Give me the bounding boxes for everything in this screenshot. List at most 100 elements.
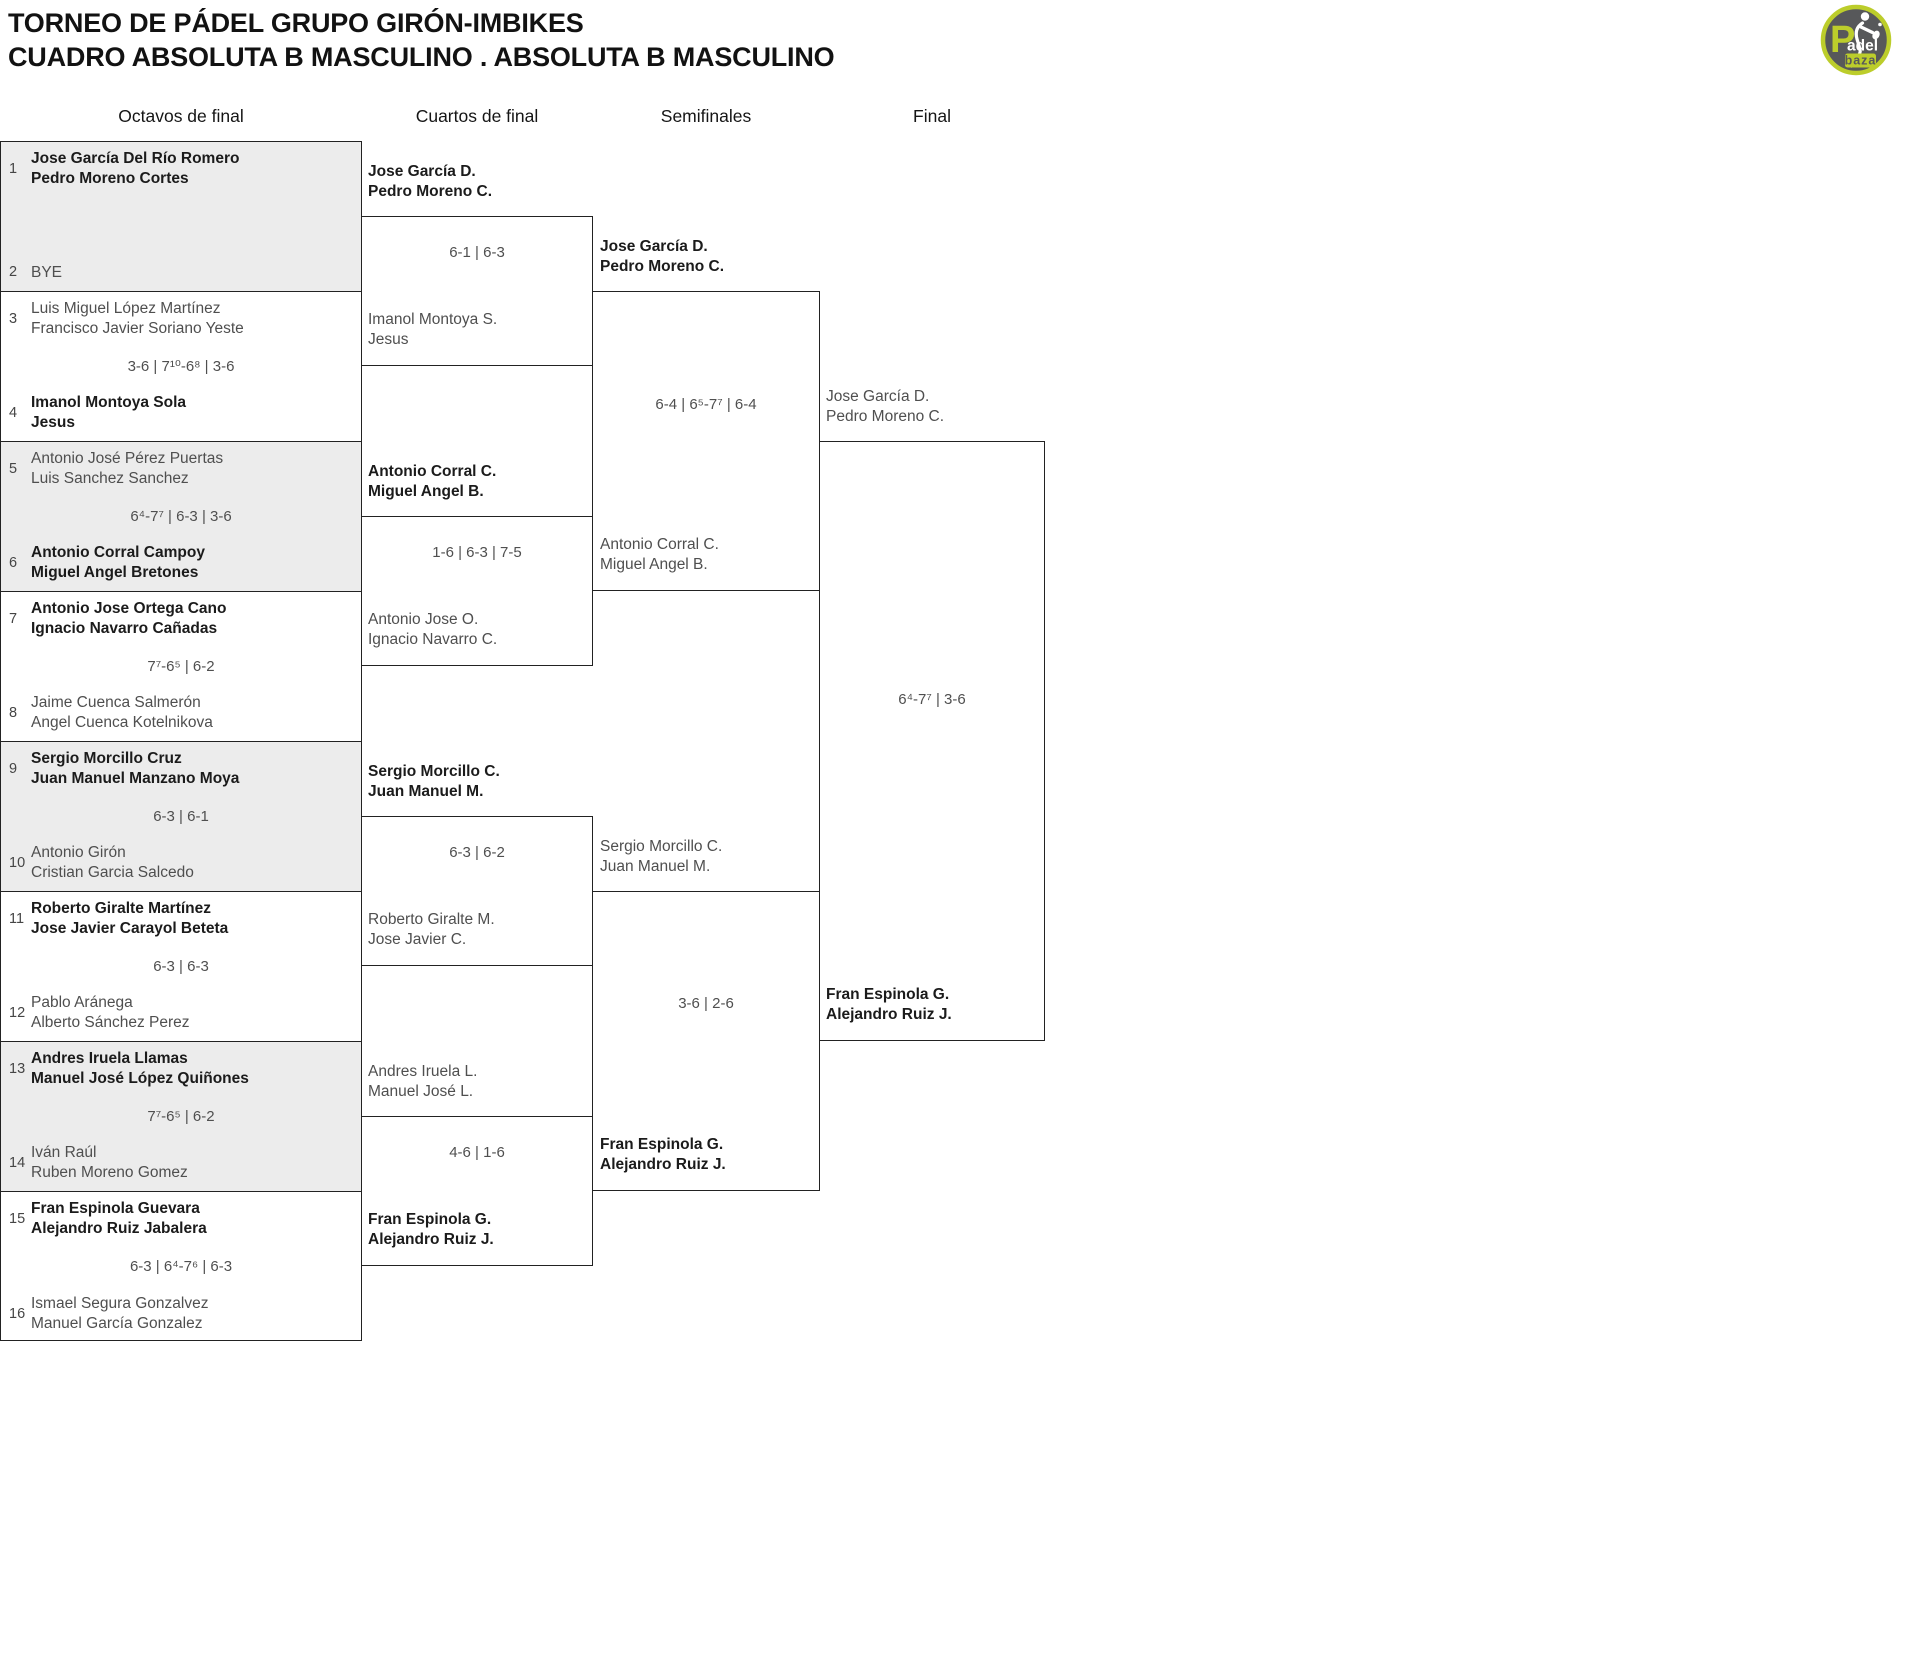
player-name: Juan Manuel Manzano Moya bbox=[31, 769, 240, 787]
seed-number: 7 bbox=[9, 610, 18, 627]
team-entry: 9 Sergio Morcillo Cruz Juan Manuel Manzano… bbox=[1, 749, 355, 788]
player-name: Jaime Cuenca Salmerón bbox=[31, 694, 201, 711]
seed-number: 12 bbox=[9, 1004, 26, 1021]
player-name: Manuel García Gonzalez bbox=[31, 1314, 203, 1332]
player-name: BYE bbox=[31, 263, 63, 281]
team-name: Pablo Aránega Alberto Sánchez Perez bbox=[31, 993, 355, 1032]
player-name: Miguel Angel B. bbox=[600, 555, 708, 573]
player-name: Jose García D. bbox=[368, 163, 476, 180]
final-team-a: Jose García D. Pedro Moreno C. bbox=[826, 387, 1038, 426]
round-header-semifinales: Semifinales bbox=[660, 106, 752, 126]
team-name: Andres Iruela Llamas Manuel José López Qu… bbox=[31, 1049, 355, 1088]
match-score: 7⁷-6⁵ | 6-2 bbox=[147, 1108, 215, 1125]
player-name: Francisco Javier Soriano Yeste bbox=[31, 319, 244, 337]
qf4-score: 4-6 | 1-6 bbox=[449, 1144, 505, 1161]
player-name: Andres Iruela Llamas bbox=[31, 1050, 188, 1067]
team-entry: 2 BYE bbox=[1, 263, 355, 283]
seed-number: 16 bbox=[9, 1305, 26, 1322]
player-name: Iván Raúl bbox=[31, 1144, 97, 1161]
player-name: Antonio Girón bbox=[31, 844, 126, 861]
team-name: Antonio Corral Campoy Miguel Angel Breton… bbox=[31, 543, 355, 582]
match-score: 6-3 | 6-3 bbox=[153, 958, 209, 975]
match-score: 3-6 | 7¹⁰-6⁸ | 3-6 bbox=[127, 358, 235, 375]
player-name: Andres Iruela L. bbox=[368, 1063, 478, 1080]
player-name: Antonio José Pérez Puertas bbox=[31, 450, 224, 467]
r16-match-4: 7 Antonio Jose Ortega Cano Ignacio Navarro… bbox=[1, 592, 361, 742]
player-name: Manuel José López Quiñones bbox=[31, 1069, 249, 1087]
match-score: 7⁷-6⁵ | 6-2 bbox=[147, 658, 215, 675]
r16-match-7: 13 Andres Iruela Llamas Manuel José López … bbox=[1, 1042, 361, 1192]
qf4-team-a: Andres Iruela L. Manuel José L. bbox=[368, 1062, 586, 1101]
player-name: Imanol Montoya S. bbox=[368, 311, 498, 328]
player-name: Cristian Garcia Salcedo bbox=[31, 863, 194, 881]
player-name: Pablo Aránega bbox=[31, 994, 133, 1011]
player-name: Antonio Corral C. bbox=[600, 536, 719, 553]
player-name: Miguel Angel B. bbox=[368, 482, 484, 500]
team-name: Jose García Del Río Romero Pedro Moreno C… bbox=[31, 149, 355, 188]
team-name: Antonio Girón Cristian Garcia Salcedo bbox=[31, 843, 355, 882]
round-header-cuartos: Cuartos de final bbox=[415, 106, 539, 126]
final-bracket-box bbox=[819, 441, 1045, 1041]
player-name: Sergio Morcillo C. bbox=[600, 838, 723, 855]
qf-bracket-box-4 bbox=[361, 1116, 593, 1266]
seed-number: 15 bbox=[9, 1210, 26, 1227]
r16-match-3: 5 Antonio José Pérez Puertas Luis Sanchez … bbox=[1, 442, 361, 592]
player-name: Pedro Moreno C. bbox=[600, 257, 725, 275]
player-name: Sergio Morcillo C. bbox=[368, 763, 500, 780]
player-name: Alejandro Ruiz J. bbox=[826, 1005, 952, 1023]
player-name: Pedro Moreno Cortes bbox=[31, 169, 189, 187]
seed-number: 10 bbox=[9, 854, 26, 871]
sf1-score: 6-4 | 6⁵-7⁷ | 6-4 bbox=[655, 396, 757, 413]
seed-number: 14 bbox=[9, 1154, 26, 1171]
player-name: Roberto Giralte M. bbox=[368, 911, 495, 928]
padel-baza-logo: P adel baza bbox=[1820, 4, 1892, 76]
player-name: Fran Espinola Guevara bbox=[31, 1200, 200, 1217]
team-entry: 5 Antonio José Pérez Puertas Luis Sanchez … bbox=[1, 449, 355, 488]
player-name: Antonio Jose Ortega Cano bbox=[31, 600, 227, 617]
player-name: Juan Manuel M. bbox=[368, 782, 484, 800]
player-name: Alejandro Ruiz J. bbox=[600, 1155, 726, 1173]
sf2-score: 3-6 | 2-6 bbox=[678, 995, 734, 1012]
player-name: Ismael Segura Gonzalvez bbox=[31, 1295, 209, 1312]
logo-baza-box bbox=[1845, 53, 1876, 68]
player-name: Jose García D. bbox=[826, 388, 930, 405]
player-name: Pedro Moreno C. bbox=[368, 182, 493, 200]
r16-match-6: 11 Roberto Giralte Martínez Jose Javier Ca… bbox=[1, 892, 361, 1042]
sf1-team-b: Antonio Corral C. Miguel Angel B. bbox=[600, 535, 814, 574]
seed-number: 9 bbox=[9, 760, 18, 777]
r16-match-1: 1 Jose García Del Río Romero Pedro Moreno … bbox=[1, 142, 361, 292]
qf3-score: 6-3 | 6-2 bbox=[449, 844, 505, 861]
team-entry: 15 Fran Espinola Guevara Alejandro Ruiz Ja… bbox=[1, 1199, 355, 1238]
team-name: Jaime Cuenca Salmerón Angel Cuenca Koteln… bbox=[31, 693, 355, 732]
team-entry: 12 Pablo Aránega Alberto Sánchez Perez bbox=[1, 993, 355, 1032]
team-entry: 10 Antonio Girón Cristian Garcia Salcedo bbox=[1, 843, 355, 882]
seed-number: 6 bbox=[9, 554, 18, 571]
player-name: Jose García Del Río Romero bbox=[31, 150, 240, 167]
player-name: Pedro Moreno C. bbox=[826, 407, 945, 425]
player-name: Antonio Corral Campoy bbox=[31, 544, 205, 561]
player-name: Sergio Morcillo Cruz bbox=[31, 750, 182, 767]
team-name: Iván Raúl Ruben Moreno Gomez bbox=[31, 1143, 355, 1182]
round-header-octavos: Octavos de final bbox=[118, 106, 244, 126]
player-name: Luis Miguel López Martínez bbox=[31, 300, 221, 317]
team-entry: 16 Ismael Segura Gonzalvez Manuel García G… bbox=[1, 1294, 355, 1333]
qf1-score: 6-1 | 6-3 bbox=[449, 244, 505, 261]
seed-number: 1 bbox=[9, 160, 18, 177]
seed-number: 13 bbox=[9, 1060, 26, 1077]
seed-number: 2 bbox=[9, 264, 18, 281]
qf4-team-b: Fran Espinola G. Alejandro Ruiz J. bbox=[368, 1210, 586, 1249]
player-name: Jose Javier C. bbox=[368, 930, 467, 948]
round-header-final: Final bbox=[913, 106, 951, 126]
r16-match-2: 3 Luis Miguel López Martínez Francisco Jav… bbox=[1, 292, 361, 442]
player-name: Manuel José L. bbox=[368, 1082, 474, 1100]
team-name: Sergio Morcillo Cruz Juan Manuel Manzano … bbox=[31, 749, 355, 788]
page-title: TORNEO DE PÁDEL GRUPO GIRÓN-IMBIKES CUADR… bbox=[8, 6, 835, 74]
player-name: Jose Javier Carayol Beteta bbox=[31, 919, 229, 937]
player-name: Jose García D. bbox=[600, 238, 708, 255]
player-name: Jesus bbox=[31, 413, 75, 431]
seed-number: 8 bbox=[9, 704, 18, 721]
team-entry: 3 Luis Miguel López Martínez Francisco Jav… bbox=[1, 299, 355, 338]
tournament-title: TORNEO DE PÁDEL GRUPO GIRÓN-IMBIKES bbox=[8, 8, 584, 38]
team-name: Ismael Segura Gonzalvez Manuel García Gon… bbox=[31, 1294, 355, 1333]
